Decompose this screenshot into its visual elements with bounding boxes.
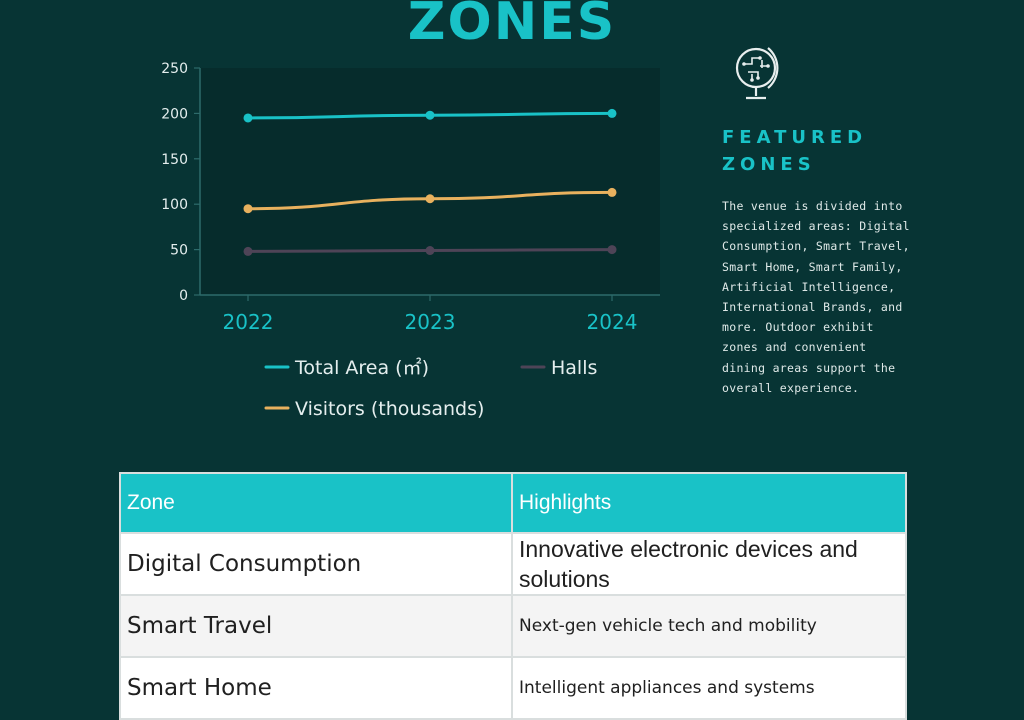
y-tick-label: 50 [170, 243, 188, 259]
y-tick-label: 100 [161, 197, 188, 213]
globe-circuit-icon [735, 47, 779, 100]
column-header-highlights: Highlights [511, 472, 907, 534]
line-chart: 0 50 100 150 200 250 2022 2023 2024 Total Area (… [161, 61, 660, 420]
featured-zones-description: The venue is divided into specialized ar… [722, 199, 910, 395]
table-header-row: Zone Highlights [119, 472, 907, 534]
y-tick-label: 150 [161, 152, 188, 168]
data-point [425, 194, 435, 204]
x-tick-label: 2024 [587, 310, 638, 334]
plot-area [200, 68, 660, 295]
zone-cell: Smart Travel [119, 594, 513, 658]
page-title: ZONES [407, 0, 617, 52]
column-header-zone: Zone [119, 472, 513, 534]
data-point [607, 187, 617, 197]
table-row: Smart Home Intelligent appliances and sy… [119, 656, 907, 720]
legend-label: Visitors (thousands) [295, 398, 484, 420]
featured-heading-line1: FEATURED [722, 127, 868, 148]
x-tick-label: 2022 [223, 310, 274, 334]
featured-zones-heading: FEATURED ZONES [722, 124, 962, 178]
legend-label: Halls [551, 357, 597, 379]
table-row: Digital Consumption Innovative electroni… [119, 532, 907, 596]
y-tick-label: 250 [161, 61, 188, 77]
zone-cell: Digital Consumption [119, 532, 513, 596]
data-point [243, 113, 253, 123]
data-point [425, 246, 435, 256]
data-point [243, 204, 253, 214]
data-point [607, 245, 617, 255]
table-row: Smart Travel Next-gen vehicle tech and m… [119, 594, 907, 658]
legend-label: Total Area (㎡) [294, 356, 429, 379]
x-tick-label: 2023 [405, 310, 456, 334]
y-tick-label: 0 [179, 288, 188, 304]
featured-heading-line2: ZONES [722, 154, 816, 175]
zone-cell: Smart Home [119, 656, 513, 720]
y-tick-label: 200 [161, 106, 188, 122]
data-point [607, 108, 617, 118]
highlights-cell: Next-gen vehicle tech and mobility [511, 594, 907, 658]
data-point [425, 110, 435, 120]
data-point [243, 246, 253, 256]
highlights-cell: Intelligent appliances and systems [511, 656, 907, 720]
highlights-cell: Innovative electronic devices and soluti… [511, 532, 907, 596]
